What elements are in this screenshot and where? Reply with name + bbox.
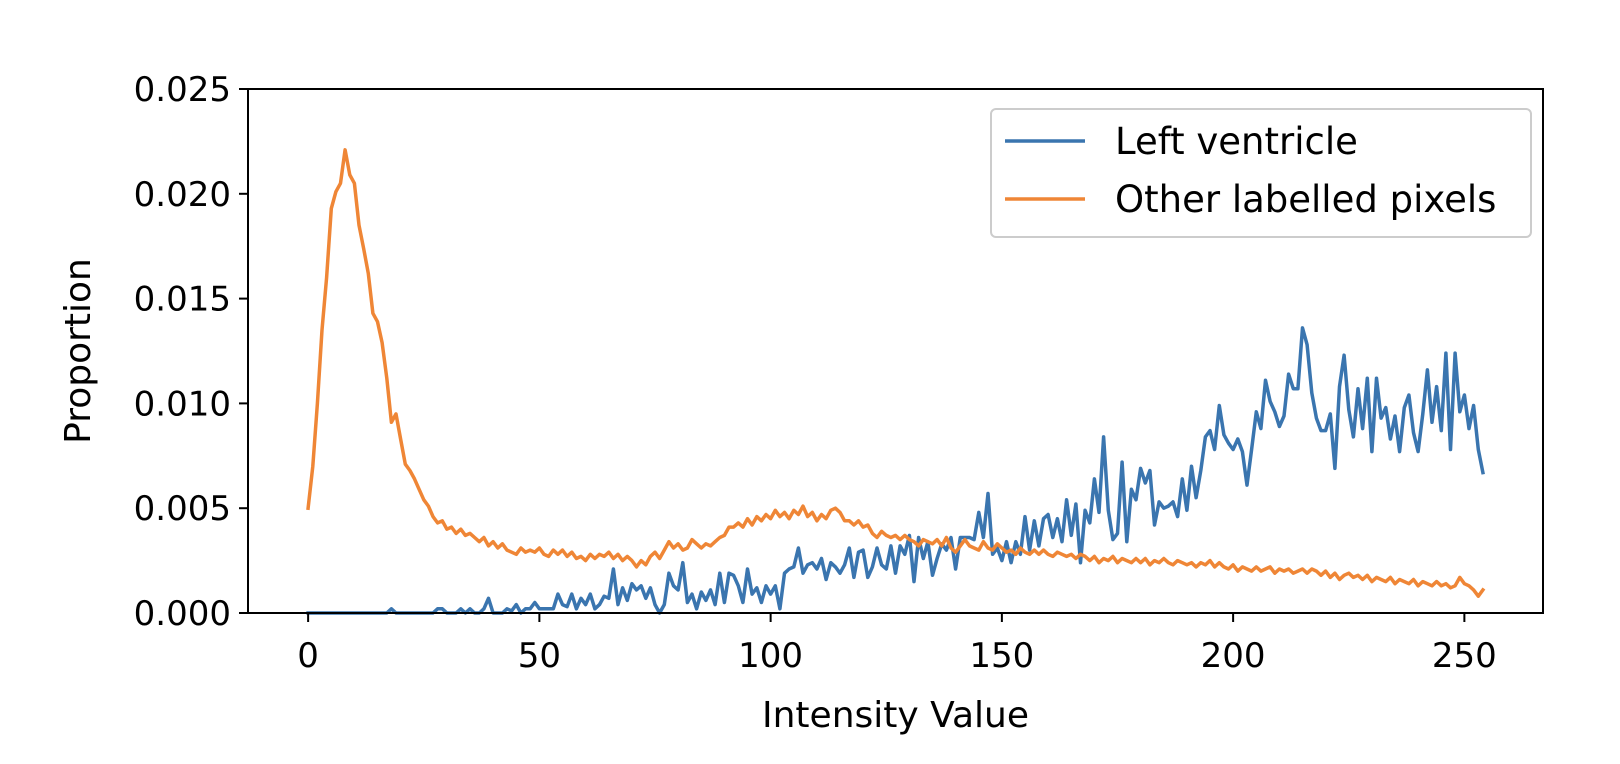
legend-entry-other-labelled-pixels: Other labelled pixels (1115, 178, 1496, 221)
y-tick-label: 0.010 (134, 384, 231, 424)
x-tick-label: 50 (518, 636, 561, 676)
x-tick-label: 200 (1201, 636, 1266, 676)
x-axis-ticks: 0 50 100 150 200 250 (297, 613, 1497, 676)
y-axis-label: Proportion (58, 258, 99, 444)
legend-entry-left-ventricle: Left ventricle (1115, 120, 1358, 163)
x-tick-label: 250 (1432, 636, 1497, 676)
x-tick-label: 0 (297, 636, 319, 676)
y-tick-label: 0.020 (134, 175, 231, 215)
legend-box (990, 108, 1532, 238)
y-axis-ticks: 0.000 0.005 0.010 0.015 0.020 0.025 (134, 70, 248, 634)
plot-frame (247, 88, 1544, 614)
y-tick-label: 0.005 (134, 489, 231, 529)
y-tick-label: 0.000 (134, 594, 231, 634)
y-tick-label: 0.025 (134, 70, 231, 110)
x-tick-label: 150 (969, 636, 1034, 676)
x-tick-label: 100 (738, 636, 803, 676)
legend: Left ventricle Other labelled pixels (990, 108, 1532, 238)
series-layer (306, 148, 1486, 615)
y-tick-label: 0.015 (134, 280, 231, 320)
x-axis-label: Intensity Value (762, 695, 1029, 736)
series-line-other-labelled-pixels (306, 148, 1486, 598)
